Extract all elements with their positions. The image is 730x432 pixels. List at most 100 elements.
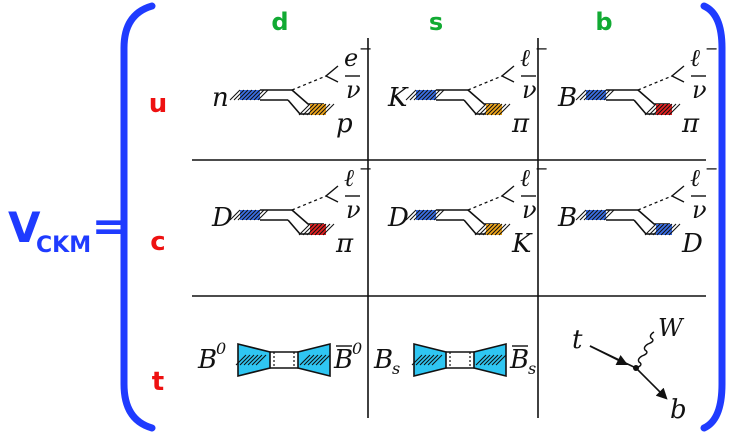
row-header-c: c bbox=[150, 227, 165, 257]
mixing-right-label: B bbox=[509, 345, 529, 375]
vertex-incoming-label: t bbox=[572, 325, 583, 355]
w-dashed-line bbox=[291, 195, 327, 211]
lepton-vertex bbox=[324, 65, 339, 83]
cell-tb: t Wb bbox=[572, 314, 687, 425]
neutrino-label: ν bbox=[346, 76, 361, 104]
lepton-label: ℓ bbox=[520, 164, 530, 192]
daughter-quark-blob bbox=[474, 103, 511, 116]
mixing-left-sup: 0 bbox=[216, 339, 226, 358]
lepton-label: ℓ bbox=[344, 164, 354, 192]
vckm-subscript: CKM bbox=[36, 233, 91, 258]
top-quark-segment bbox=[589, 345, 637, 369]
lepton-charge-label: − bbox=[359, 39, 372, 58]
lepton-charge-label: − bbox=[359, 159, 372, 178]
col-header-b: b bbox=[595, 8, 612, 36]
daughter-quark-blob bbox=[298, 103, 335, 116]
right-bracket bbox=[700, 2, 726, 432]
parent-quark-blob bbox=[575, 89, 615, 101]
mixing-right-label: B bbox=[333, 345, 353, 375]
lepton-charge-label: − bbox=[705, 39, 718, 58]
parent-quark-blob bbox=[575, 209, 615, 221]
left-bracket bbox=[120, 2, 156, 432]
daughter-label: π bbox=[335, 229, 354, 259]
daughter-line-top bbox=[291, 89, 324, 105]
daughter-label: K bbox=[511, 229, 533, 259]
neutrino-label: ν bbox=[522, 76, 537, 104]
neutrino-label: ν bbox=[692, 196, 707, 224]
daughter-label: π bbox=[681, 109, 700, 139]
parent-label: n bbox=[212, 83, 229, 113]
col-header-d: d bbox=[271, 8, 288, 36]
daughter-line-top bbox=[467, 89, 500, 105]
mixing-right-hatch bbox=[299, 354, 331, 366]
daughter-quark-blob bbox=[474, 223, 511, 236]
parent-label: D bbox=[387, 203, 409, 233]
mixing-left-label: B bbox=[197, 345, 217, 375]
parent-label: D bbox=[211, 203, 233, 233]
mixing-right-sup: 0 bbox=[352, 339, 362, 358]
cell-cs: Dℓ − νK bbox=[387, 159, 548, 259]
daughter-line-top bbox=[637, 89, 670, 105]
bottom-quark-line bbox=[635, 367, 668, 400]
cell-ud: n e − νp bbox=[212, 39, 372, 139]
mixing-right-hatch bbox=[475, 354, 507, 366]
vertex-outgoing-label: b bbox=[670, 395, 687, 425]
daughter-label: π bbox=[511, 109, 530, 139]
mixing-right-sub: s bbox=[528, 359, 536, 378]
mixing-left-label: B bbox=[373, 345, 393, 375]
daughter-line-top bbox=[467, 209, 500, 225]
lepton-label: ℓ bbox=[690, 44, 700, 72]
parent-label: B bbox=[557, 203, 577, 233]
lepton-vertex bbox=[670, 185, 685, 203]
w-dashed-line bbox=[467, 75, 503, 91]
parent-label: K bbox=[387, 83, 409, 113]
lepton-label: ℓ bbox=[520, 44, 530, 72]
lepton-vertex bbox=[500, 185, 515, 203]
mixing-left-hatch bbox=[411, 354, 443, 366]
lepton-charge-label: − bbox=[535, 39, 548, 58]
w-boson-wave bbox=[635, 331, 655, 369]
mixing-left-hatch bbox=[235, 354, 267, 366]
daughter-quark-blob bbox=[298, 223, 335, 236]
mixing-left-sub: s bbox=[392, 359, 400, 378]
lepton-label: ℓ bbox=[690, 164, 700, 192]
neutrino-label: ν bbox=[346, 196, 361, 224]
lepton-charge-label: − bbox=[535, 159, 548, 178]
neutrino-label: ν bbox=[522, 196, 537, 224]
lepton-vertex bbox=[500, 65, 515, 83]
daughter-line-top bbox=[291, 209, 324, 225]
row-header-u: u bbox=[149, 89, 168, 119]
vckm-equals: = bbox=[92, 204, 126, 250]
parent-label: B bbox=[557, 83, 577, 113]
row-header-t: t bbox=[152, 367, 164, 397]
daughter-label: D bbox=[681, 229, 703, 259]
w-dashed-line bbox=[467, 195, 503, 211]
cell-td: B0 B0 bbox=[197, 339, 362, 378]
lepton-charge-label: − bbox=[705, 159, 718, 178]
neutrino-label: ν bbox=[692, 76, 707, 104]
cell-ub: Bℓ − νπ bbox=[557, 39, 718, 139]
parent-quark-blob bbox=[229, 89, 269, 101]
cell-us: Kℓ − νπ bbox=[387, 39, 548, 139]
parent-quark-blob bbox=[229, 209, 269, 221]
lepton-vertex bbox=[324, 185, 339, 203]
w-dashed-line bbox=[291, 75, 327, 91]
col-header-s: s bbox=[429, 8, 443, 36]
cell-cb: Bℓ − νD bbox=[557, 159, 718, 259]
daughter-quark-blob bbox=[644, 103, 681, 116]
daughter-quark-blob bbox=[644, 223, 681, 236]
parent-quark-blob bbox=[405, 209, 445, 221]
vertex-boson-label: W bbox=[658, 314, 685, 342]
w-dashed-line bbox=[637, 195, 673, 211]
parent-quark-blob bbox=[405, 89, 445, 101]
lepton-label: e bbox=[344, 44, 358, 72]
vckm-symbol: V bbox=[8, 203, 41, 252]
cell-cd: Dℓ − νπ bbox=[211, 159, 372, 259]
lepton-vertex bbox=[670, 65, 685, 83]
daughter-line-top bbox=[637, 209, 670, 225]
cell-ts: Bs Bs bbox=[373, 342, 536, 378]
w-dashed-line bbox=[637, 75, 673, 91]
daughter-label: p bbox=[336, 109, 353, 139]
